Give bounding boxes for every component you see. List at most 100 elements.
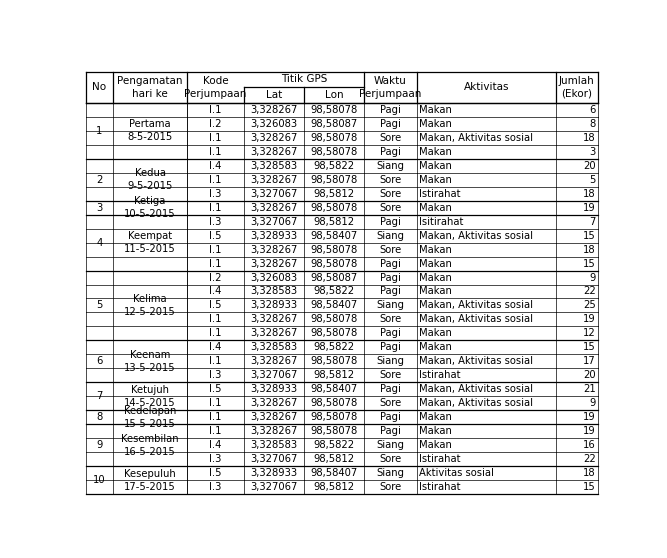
Text: I.3: I.3 (209, 454, 222, 464)
Text: 98,58078: 98,58078 (310, 426, 358, 436)
Text: Siang: Siang (377, 469, 405, 478)
Text: Ketiga
10-5-2015: Ketiga 10-5-2015 (124, 196, 176, 219)
Text: Siang: Siang (377, 301, 405, 310)
Text: 3,327067: 3,327067 (250, 371, 297, 381)
Text: 98,58078: 98,58078 (310, 175, 358, 185)
Text: 3,328267: 3,328267 (250, 203, 297, 213)
Text: I.1: I.1 (209, 426, 222, 436)
Text: Sore: Sore (380, 132, 402, 142)
Text: Siang: Siang (377, 230, 405, 240)
Text: I.3: I.3 (209, 217, 222, 227)
Text: I.5: I.5 (209, 230, 222, 240)
Text: I.1: I.1 (209, 147, 222, 156)
Text: Siang: Siang (377, 161, 405, 171)
Text: 3: 3 (590, 147, 596, 156)
Text: 7: 7 (96, 392, 103, 402)
Text: I.4: I.4 (209, 286, 222, 296)
Text: 3,327067: 3,327067 (250, 483, 297, 493)
Text: Jumlah
(Ekor): Jumlah (Ekor) (559, 76, 594, 99)
Text: I.5: I.5 (209, 384, 222, 395)
Text: I.3: I.3 (209, 483, 222, 493)
Text: 19: 19 (583, 412, 596, 422)
Text: 1: 1 (96, 126, 103, 136)
Text: 98,5822: 98,5822 (313, 440, 355, 450)
Text: 16: 16 (583, 440, 596, 450)
Text: 8: 8 (97, 412, 103, 422)
Text: Aktivitas: Aktivitas (464, 83, 509, 92)
Text: 98,5822: 98,5822 (313, 161, 355, 171)
Text: 3,328267: 3,328267 (250, 244, 297, 254)
Text: 3,328267: 3,328267 (250, 329, 297, 339)
Text: Sore: Sore (380, 371, 402, 381)
Text: I.1: I.1 (209, 357, 222, 367)
Text: 20: 20 (583, 371, 596, 381)
Text: 22: 22 (583, 454, 596, 464)
Text: 98,58078: 98,58078 (310, 315, 358, 325)
Text: 98,58078: 98,58078 (310, 329, 358, 339)
Text: 98,5812: 98,5812 (313, 217, 355, 227)
Text: 98,58078: 98,58078 (310, 104, 358, 114)
Text: I.1: I.1 (209, 412, 222, 422)
Text: Kelima
12-5-2015: Kelima 12-5-2015 (124, 294, 176, 317)
Text: Sore: Sore (380, 483, 402, 493)
Text: Makan: Makan (419, 175, 452, 185)
Text: 3,328933: 3,328933 (251, 469, 297, 478)
Text: Aktivitas sosial: Aktivitas sosial (419, 469, 494, 478)
Text: 98,58078: 98,58078 (310, 357, 358, 367)
Text: 8: 8 (590, 118, 596, 128)
Text: Pagi: Pagi (380, 147, 401, 156)
Text: Siang: Siang (377, 357, 405, 367)
Text: 7: 7 (589, 217, 596, 227)
Text: Makan: Makan (419, 147, 452, 156)
Text: 3,327067: 3,327067 (250, 454, 297, 464)
Text: I.1: I.1 (209, 132, 222, 142)
Text: Pagi: Pagi (380, 329, 401, 339)
Text: 2: 2 (96, 175, 103, 185)
Text: 98,58407: 98,58407 (310, 230, 358, 240)
Text: 98,58078: 98,58078 (310, 147, 358, 156)
Text: Makan: Makan (419, 104, 452, 114)
Text: 3,328267: 3,328267 (250, 315, 297, 325)
Text: Makan: Makan (419, 244, 452, 254)
Text: Pagi: Pagi (380, 286, 401, 296)
Text: 98,58087: 98,58087 (310, 272, 358, 282)
Text: 15: 15 (583, 343, 596, 353)
Text: Siang: Siang (377, 440, 405, 450)
Text: Kedua
9-5-2015: Kedua 9-5-2015 (127, 169, 173, 191)
Text: Makan: Makan (419, 440, 452, 450)
Text: Pagi: Pagi (380, 118, 401, 128)
Text: Kedelapan
15-5-2015: Kedelapan 15-5-2015 (124, 406, 176, 429)
Text: Makan, Aktivitas sosial: Makan, Aktivitas sosial (419, 357, 533, 367)
Text: Makan, Aktivitas sosial: Makan, Aktivitas sosial (419, 301, 533, 310)
Text: 3,328933: 3,328933 (251, 301, 297, 310)
Text: 19: 19 (583, 426, 596, 436)
Text: 3,328933: 3,328933 (251, 230, 297, 240)
Text: 3,328267: 3,328267 (250, 398, 297, 408)
Text: I.4: I.4 (209, 343, 222, 353)
Text: I.1: I.1 (209, 203, 222, 213)
Text: 5: 5 (96, 301, 103, 310)
Text: Ketujuh
14-5-2015: Ketujuh 14-5-2015 (124, 385, 176, 408)
Text: I.2: I.2 (209, 118, 222, 128)
Text: Makan, Aktivitas sosial: Makan, Aktivitas sosial (419, 315, 533, 325)
Text: 98,58078: 98,58078 (310, 203, 358, 213)
Text: 9: 9 (589, 272, 596, 282)
Text: Istirahat: Istirahat (419, 483, 461, 493)
Text: 9: 9 (589, 398, 596, 408)
Text: 6: 6 (96, 357, 103, 367)
Text: 3,328267: 3,328267 (250, 132, 297, 142)
Text: Istirahat: Istirahat (419, 189, 461, 199)
Text: 3,328933: 3,328933 (251, 384, 297, 395)
Text: 20: 20 (583, 161, 596, 171)
Text: Makan: Makan (419, 329, 452, 339)
Text: Makan, Aktivitas sosial: Makan, Aktivitas sosial (419, 230, 533, 240)
Text: 98,5812: 98,5812 (313, 371, 355, 381)
Text: Sore: Sore (380, 244, 402, 254)
Text: Pagi: Pagi (380, 384, 401, 395)
Text: Makan: Makan (419, 286, 452, 296)
Text: 18: 18 (583, 189, 596, 199)
Text: 98,58087: 98,58087 (310, 118, 358, 128)
Text: No: No (93, 83, 107, 92)
Text: I.4: I.4 (209, 440, 222, 450)
Text: Pagi: Pagi (380, 258, 401, 268)
